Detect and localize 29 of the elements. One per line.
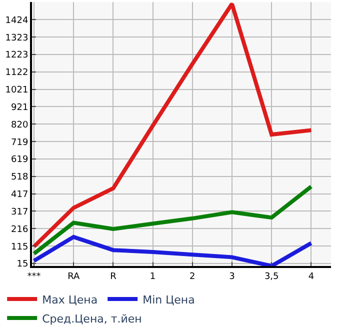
legend-label: Сред.Цена, т.йен [42, 312, 142, 326]
legend-label: Min Цена [142, 293, 195, 306]
line-series [32, 234, 314, 266]
x-tick-label: 3,5 [264, 272, 279, 282]
y-tick-label: 417 [11, 190, 28, 200]
y-tick-label: 518 [11, 172, 28, 183]
legend-label: Max Цена [42, 293, 98, 306]
x-tick-label: 4 [308, 272, 314, 282]
x-tick-label: *** [27, 272, 42, 282]
x-tick-label: 1 [150, 272, 156, 282]
y-tick-label: 1223 [5, 50, 28, 61]
y-tick-label: 115 [11, 242, 28, 252]
x-tick-label: 2 [190, 272, 196, 282]
x-tick-label: R [110, 272, 116, 282]
y-tick-label: 719 [11, 138, 28, 148]
x-tick-label: RA [68, 272, 80, 282]
y-tick-label: 216 [11, 224, 28, 235]
y-tick-label: 1323 [5, 33, 28, 44]
line-series [32, 2, 314, 249]
y-tick-label: 619 [11, 155, 28, 166]
y-tick-label: 820 [11, 120, 28, 130]
y-tick-label: 1424 [5, 16, 28, 26]
y-tick-label: 1021 [5, 86, 28, 96]
y-tick-label: 1122 [5, 68, 28, 78]
y-tick-label: 921 [11, 102, 28, 113]
y-tick-label: 317 [11, 207, 28, 218]
line-series [32, 184, 314, 256]
y-tick-label: 15 [16, 260, 28, 270]
x-tick-label: 3 [229, 272, 235, 282]
